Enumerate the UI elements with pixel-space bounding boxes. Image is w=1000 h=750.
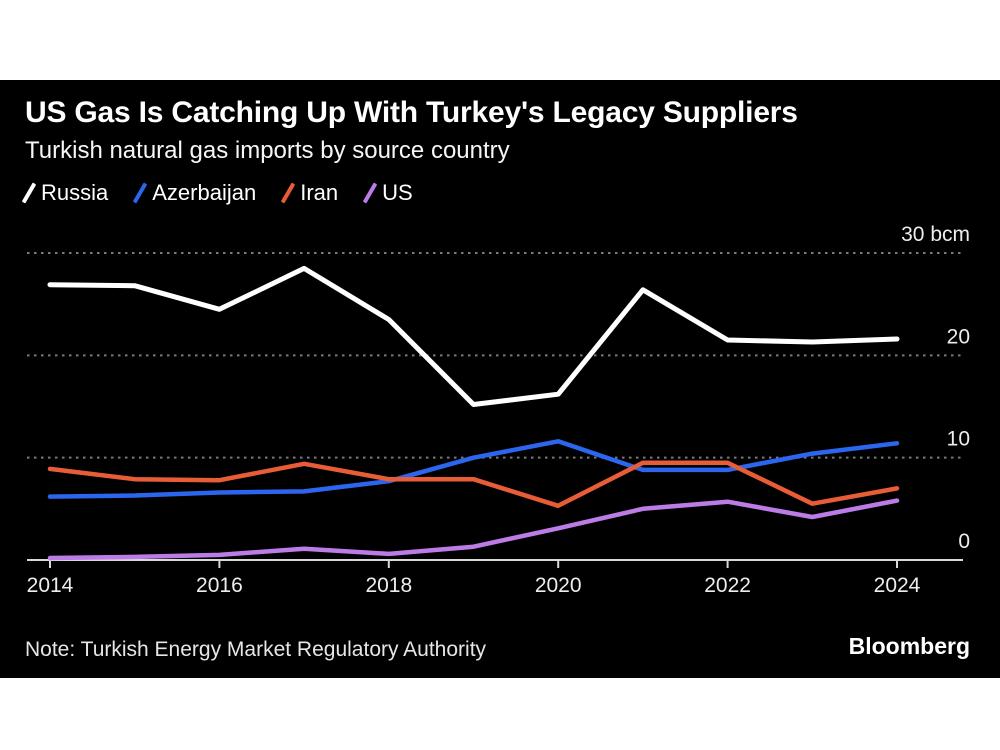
legend-label: Russia [41, 180, 109, 205]
x-axis-label: 2022 [704, 574, 751, 597]
y-axis-label: 30 bcm [901, 223, 970, 246]
bloomberg-logo: Bloomberg [848, 633, 970, 659]
legend-item-iran: Iran [280, 180, 339, 206]
x-axis-label: 2024 [874, 574, 921, 597]
x-axis-label: 2014 [27, 574, 74, 597]
chart-title: US Gas Is Catching Up With Turkey's Lega… [25, 96, 798, 129]
x-axis-label: 2018 [365, 574, 412, 597]
x-axis-label: 2020 [535, 574, 582, 597]
legend: Russia Azerbaijan Iran US [21, 180, 413, 206]
line-chart: 0 10 20 30 bcm 2014 2016 2018 2020 2022 2024 [27, 223, 970, 597]
legend-item-azerbaijan: Azerbaijan [133, 180, 257, 206]
legend-label: US [382, 180, 413, 205]
series-line-us [47, 498, 900, 561]
chart-card: US Gas Is Catching Up With Turkey's Lega… [0, 80, 1000, 678]
x-axis-label: 2016 [196, 574, 243, 597]
legend-item-russia: Russia [21, 180, 109, 206]
legend-item-us: US [362, 180, 413, 206]
y-axis-label: 0 [958, 530, 970, 553]
y-axis-label: 20 [947, 325, 970, 348]
chart-subtitle: Turkish natural gas imports by source co… [25, 137, 510, 164]
source-note: Note: Turkish Energy Market Regulatory A… [25, 638, 487, 661]
legend-label: Azerbaijan [152, 180, 257, 205]
series-line-iran [47, 460, 900, 509]
legend-label: Iran [300, 180, 339, 205]
series-line-azerbaijan [47, 439, 900, 499]
series-line-russia [47, 265, 900, 407]
y-axis-label: 10 [947, 428, 970, 451]
